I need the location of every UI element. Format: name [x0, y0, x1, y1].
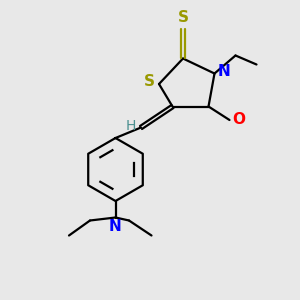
Text: H: H — [125, 119, 136, 133]
Text: S: S — [143, 74, 155, 88]
Text: S: S — [178, 10, 188, 25]
Text: N: N — [109, 219, 122, 234]
Text: O: O — [232, 112, 245, 128]
Text: N: N — [218, 64, 231, 80]
